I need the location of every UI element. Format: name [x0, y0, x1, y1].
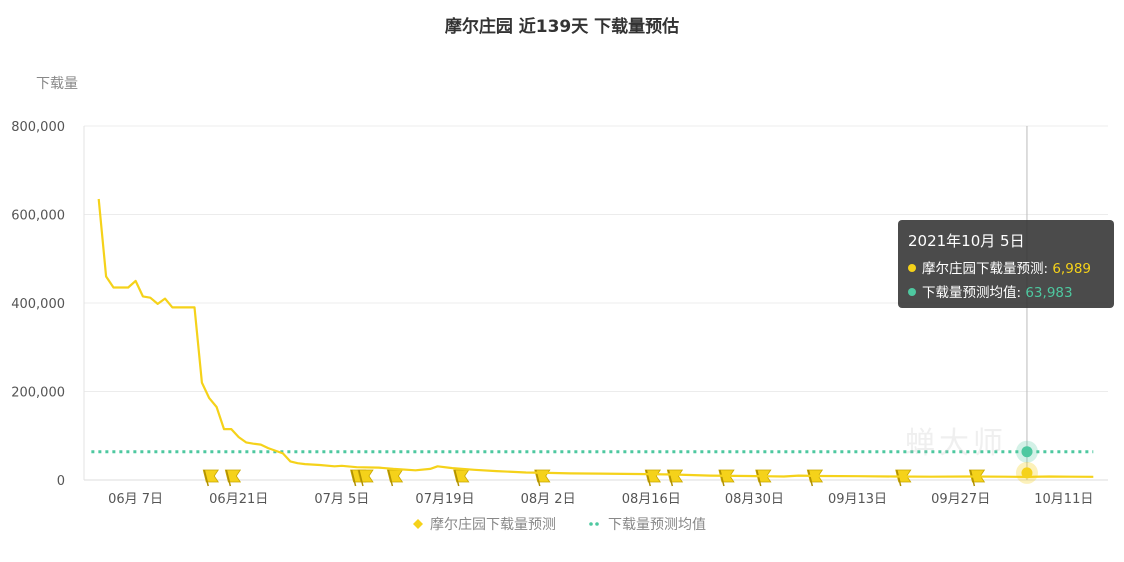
legend: 摩尔庄园下载量预测 下载量预测均值: [413, 516, 706, 533]
x-tick-label: 08月 2日: [521, 492, 576, 507]
event-flag-icon: [895, 469, 912, 487]
x-tick-label: 06月 7日: [108, 492, 163, 507]
flag-pole: [667, 469, 674, 487]
y-tick-label: 800,000: [11, 120, 65, 135]
y-tick-label: 0: [57, 474, 65, 489]
tooltip-dot-forecast: [908, 264, 916, 272]
y-tick-label: 200,000: [11, 386, 65, 401]
tooltip-row-mean: 下载量预测均值: 63,983: [908, 281, 1104, 305]
chart-title: 摩尔庄园 近139天 下载量预估: [445, 16, 679, 37]
tooltip: 2021年10月 5日 摩尔庄园下载量预测: 6,989 下载量预测均值: 63…: [898, 220, 1114, 308]
y-tick-label: 600,000: [11, 209, 65, 224]
tooltip-value-forecast: 6,989: [1052, 261, 1091, 277]
flag-pole: [358, 469, 364, 487]
x-tick-label: 06月21日: [209, 492, 268, 507]
legend-label-forecast: 摩尔庄园下载量预测: [430, 516, 556, 533]
hover-point-forecast: [1021, 467, 1033, 479]
tooltip-date: 2021年10月 5日: [908, 232, 1025, 250]
event-flag-icon: [644, 469, 661, 487]
tooltip-dot-mean: [908, 288, 916, 296]
event-flag-icon: [224, 469, 242, 487]
event-flag-icon: [718, 469, 735, 487]
watermark: 蝉大师: [905, 426, 1007, 461]
event-flag-icon: [755, 469, 772, 487]
x-tick-label: 07月 5日: [314, 492, 369, 507]
x-tick-label: 08月30日: [725, 492, 784, 507]
event-flag-icon: [386, 469, 404, 487]
event-flag-icon: [202, 469, 219, 487]
x-tick-label: 09月13日: [828, 492, 887, 507]
flag-pole: [350, 469, 357, 487]
event-flag-icon: [357, 469, 374, 487]
legend-label-mean: 下载量预测均值: [608, 517, 706, 533]
y-tick-label: 400,000: [11, 297, 65, 312]
y-axis-label: 下载量: [36, 76, 78, 92]
legend-marker-mean-b: [595, 522, 599, 526]
legend-marker-mean-a: [589, 522, 593, 526]
flag-pole: [645, 469, 651, 487]
flag-pole: [756, 469, 762, 487]
flag-pole: [719, 469, 725, 487]
x-tick-label: 09月27日: [931, 492, 990, 507]
flag-pole: [203, 469, 209, 487]
flag-pole: [969, 469, 976, 487]
flag-pole: [807, 469, 814, 487]
series-line: [97, 198, 1094, 478]
event-flag-icon: [806, 469, 824, 487]
tooltip-row-forecast: 摩尔庄园下载量预测: 6,989: [908, 257, 1104, 281]
flag-pole: [225, 469, 232, 487]
x-tick-labels: 06月 7日 06月21日 07月 5日 07月19日 08月 2日 08月16日 08月3…: [108, 492, 1093, 507]
hover-point-mean: [1021, 446, 1033, 458]
x-tick-label: 10月11日: [1034, 492, 1093, 507]
flag-pole: [387, 469, 394, 487]
flag-pole: [453, 469, 460, 487]
event-markers: [202, 469, 986, 487]
tooltip-value-mean: 63,983: [1025, 285, 1073, 301]
event-flag-icon: [453, 469, 470, 487]
y-tick-labels: 0 200,000 400,000 600,000 800,000: [11, 120, 65, 489]
event-flag-icon: [666, 469, 684, 487]
event-flag-icon: [968, 469, 986, 487]
flag-pole: [895, 469, 902, 487]
legend-marker-forecast: [413, 519, 423, 529]
tooltip-label-forecast: 摩尔庄园下载量预测: [922, 261, 1044, 277]
tooltip-label-mean: 下载量预测均值: [922, 285, 1017, 301]
x-tick-label: 07月19日: [415, 492, 474, 507]
x-tick-label: 08月16日: [622, 492, 681, 507]
